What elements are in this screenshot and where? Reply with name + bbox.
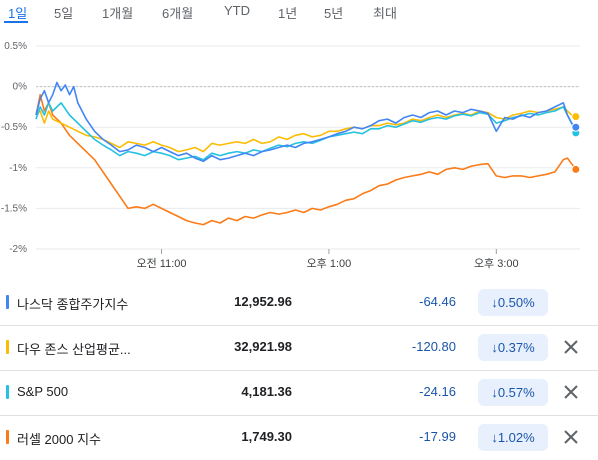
index-change-percent-badge: ↓1.02% xyxy=(478,424,548,451)
tab-5y[interactable]: 5년 xyxy=(324,6,344,21)
active-tab-indicator xyxy=(4,21,28,23)
index-list: 나스닥 종합주가지수 12,952.96 -64.46 ↓0.50% 다우 존스… xyxy=(0,281,598,460)
series-color-swatch xyxy=(6,340,9,354)
y-tick-label: 0.5% xyxy=(4,41,27,52)
series-line xyxy=(35,106,577,153)
index-change: -120.80 xyxy=(411,339,456,354)
y-tick-label: -0.5% xyxy=(1,122,27,133)
x-tick-label: 오후 3:00 xyxy=(474,257,519,270)
index-change: -24.16 xyxy=(419,384,456,399)
tab-1m[interactable]: 1개월 xyxy=(102,6,134,21)
tab-ytd[interactable]: YTD xyxy=(224,3,250,18)
index-change: -17.99 xyxy=(419,429,456,444)
index-name: S&P 500 xyxy=(17,384,69,399)
y-tick-label: 0% xyxy=(13,82,28,93)
series-line xyxy=(35,81,577,163)
close-icon[interactable] xyxy=(563,336,579,358)
index-row-dow[interactable]: 다우 존스 산업평균... 32,921.98 -120.80 ↓0.37% xyxy=(0,326,598,371)
tab-1d[interactable]: 1일 xyxy=(8,6,28,21)
range-tabs: 1일 5일 1개월 6개월 YTD 1년 5년 최대 xyxy=(0,0,598,24)
price-chart[interactable]: 0.5% 0% -0.5% -1% -1.5% -2% 오전 11:00 오후 1:00 오후 … xyxy=(0,24,598,274)
close-icon[interactable] xyxy=(563,426,579,448)
index-name: 나스닥 종합주가지수 xyxy=(17,297,129,312)
index-price: 12,952.96 xyxy=(234,294,292,309)
tab-max[interactable]: 최대 xyxy=(373,6,397,21)
close-icon[interactable] xyxy=(563,381,579,403)
index-row-nasdaq[interactable]: 나스닥 종합주가지수 12,952.96 -64.46 ↓0.50% xyxy=(0,281,598,326)
series-endpoint xyxy=(571,164,581,174)
index-name: 다우 존스 산업평균... xyxy=(17,342,131,357)
index-change-percent-badge: ↓0.50% xyxy=(478,289,548,316)
series-line xyxy=(35,102,577,161)
series-endpoint xyxy=(571,112,581,122)
series-color-swatch xyxy=(6,295,9,309)
x-tick-label: 오전 11:00 xyxy=(137,257,187,270)
y-tick-label: -1% xyxy=(9,163,27,174)
series-endpoint xyxy=(571,122,581,132)
index-name: 러셀 2000 지수 xyxy=(17,432,101,447)
index-price: 1,749.30 xyxy=(241,429,292,444)
index-price: 4,181.36 xyxy=(241,384,292,399)
series-color-swatch xyxy=(6,430,9,444)
index-change-percent-badge: ↓0.57% xyxy=(478,379,548,406)
series-color-swatch xyxy=(6,385,9,399)
index-row-russell[interactable]: 러셀 2000 지수 1,749.30 -17.99 ↓1.02% xyxy=(0,416,598,460)
index-price: 32,921.98 xyxy=(234,339,292,354)
index-change: -64.46 xyxy=(419,294,456,309)
x-tick-label: 오후 1:00 xyxy=(307,257,352,270)
y-tick-label: -2% xyxy=(9,244,27,255)
tab-6m[interactable]: 6개월 xyxy=(162,6,194,21)
index-change-percent-badge: ↓0.37% xyxy=(478,334,548,361)
y-tick-label: -1.5% xyxy=(1,203,27,214)
series-line xyxy=(35,93,577,226)
tab-5d[interactable]: 5일 xyxy=(54,6,74,21)
index-row-sp500[interactable]: S&P 500 4,181.36 -24.16 ↓0.57% xyxy=(0,371,598,416)
tab-1y[interactable]: 1년 xyxy=(278,6,298,21)
